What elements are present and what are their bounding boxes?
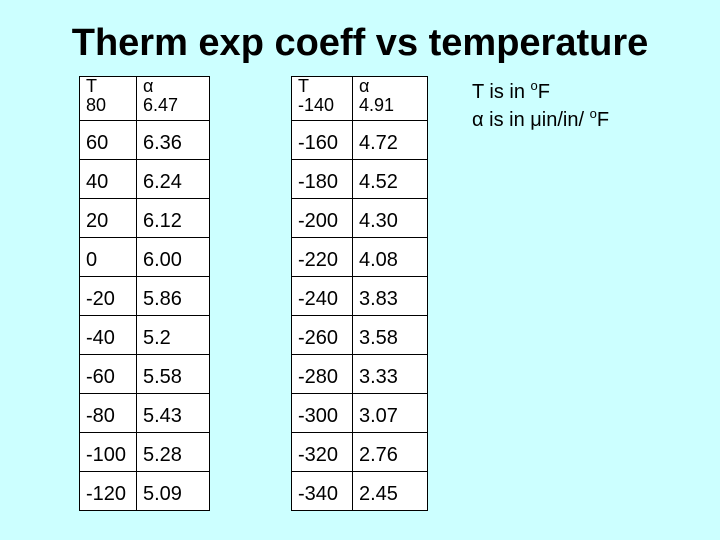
alpha-cell: 5.86 <box>136 276 210 316</box>
table-row: -300 3.07 <box>291 393 428 433</box>
temperature-cell: -200 <box>291 198 353 238</box>
table-row: -260 3.58 <box>291 315 428 355</box>
table-row: -220 4.08 <box>291 237 428 277</box>
degree-symbol: o <box>589 106 597 121</box>
alpha-cell: 5.43 <box>136 393 210 433</box>
temperature-cell: 40 <box>79 159 137 199</box>
table-row: -280 3.33 <box>291 354 428 394</box>
alpha-cell: 3.07 <box>352 393 428 433</box>
temperature-cell: -100 <box>79 432 137 472</box>
alpha-cell: 5.58 <box>136 354 210 394</box>
note-text: α is in μin/in/ <box>472 109 590 131</box>
alpha-cell: 3.83 <box>352 276 428 316</box>
temperature-cell: -220 <box>291 237 353 277</box>
cell-value: 80 <box>86 95 107 115</box>
right-data-table: T -140 α 4.91 -160 4.72 -180 4.52 -200 4.30 -220 4.… <box>291 76 428 511</box>
degree-symbol: o <box>530 78 538 93</box>
note-unit: F <box>537 81 550 103</box>
temperature-cell: -340 <box>291 471 353 511</box>
table-row: 60 6.36 <box>79 120 210 160</box>
temperature-cell: -60 <box>79 354 137 394</box>
alpha-header: α <box>143 76 154 96</box>
table-row: 40 6.24 <box>79 159 210 199</box>
table-row: -60 5.58 <box>79 354 210 394</box>
table-row: -180 4.52 <box>291 159 428 199</box>
alpha-cell: 4.72 <box>352 120 428 160</box>
table-row: T -140 α 4.91 <box>291 76 428 121</box>
note-unit: F <box>596 109 610 131</box>
alpha-header: α <box>359 76 370 96</box>
temperature-cell: -300 <box>291 393 353 433</box>
alpha-cell: 4.30 <box>352 198 428 238</box>
cell-value: 6.47 <box>143 95 179 115</box>
alpha-cell: 5.09 <box>136 471 210 511</box>
cell-value: -140 <box>298 95 335 115</box>
alpha-cell: 3.58 <box>352 315 428 355</box>
left-data-table: T 80 α 6.47 60 6.36 40 6.24 20 6.12 0 6.00 -20 5.86 -4… <box>79 76 210 511</box>
table-row: -100 5.28 <box>79 432 210 472</box>
temperature-cell: -20 <box>79 276 137 316</box>
table-row: -80 5.43 <box>79 393 210 433</box>
table-row: -320 2.76 <box>291 432 428 472</box>
alpha-cell: 4.52 <box>352 159 428 199</box>
alpha-cell: 2.76 <box>352 432 428 472</box>
temperature-cell: -320 <box>291 432 353 472</box>
table-row: 0 6.00 <box>79 237 210 277</box>
temperature-cell: -280 <box>291 354 353 394</box>
temperature-header: T <box>298 76 309 96</box>
temperature-cell: 20 <box>79 198 137 238</box>
alpha-cell: 5.28 <box>136 432 210 472</box>
temperature-cell: -80 <box>79 393 137 433</box>
table-row: -340 2.45 <box>291 471 428 511</box>
alpha-cell: 2.45 <box>352 471 428 511</box>
note-text: T is in <box>472 81 531 103</box>
table-row: T 80 α 6.47 <box>79 76 210 121</box>
alpha-cell: 6.12 <box>136 198 210 238</box>
temperature-cell: -120 <box>79 471 137 511</box>
table-row: -20 5.86 <box>79 276 210 316</box>
temperature-cell: -160 <box>291 120 353 160</box>
alpha-cell: α 6.47 <box>136 76 210 121</box>
temperature-cell: -240 <box>291 276 353 316</box>
table-row: -200 4.30 <box>291 198 428 238</box>
temperature-cell: T -140 <box>291 76 353 121</box>
temperature-cell: -180 <box>291 159 353 199</box>
alpha-cell: 6.24 <box>136 159 210 199</box>
table-row: -40 5.2 <box>79 315 210 355</box>
table-row: -120 5.09 <box>79 471 210 511</box>
temperature-cell: T 80 <box>79 76 137 121</box>
table-row: -160 4.72 <box>291 120 428 160</box>
alpha-cell: 3.33 <box>352 354 428 394</box>
alpha-unit-note: α is in μin/in/ oF <box>472 106 609 132</box>
temperature-cell: -260 <box>291 315 353 355</box>
alpha-cell: α 4.91 <box>352 76 428 121</box>
table-row: -240 3.83 <box>291 276 428 316</box>
temperature-cell: -40 <box>79 315 137 355</box>
table-row: 20 6.12 <box>79 198 210 238</box>
alpha-cell: 4.08 <box>352 237 428 277</box>
temperature-cell: 60 <box>79 120 137 160</box>
alpha-cell: 6.36 <box>136 120 210 160</box>
page-title: Therm exp coeff vs temperature <box>71 22 649 64</box>
temperature-unit-note: T is in oF <box>472 78 550 104</box>
temperature-header: T <box>86 76 97 96</box>
temperature-cell: 0 <box>79 237 137 277</box>
cell-value: 4.91 <box>359 95 395 115</box>
alpha-cell: 6.00 <box>136 237 210 277</box>
alpha-cell: 5.2 <box>136 315 210 355</box>
